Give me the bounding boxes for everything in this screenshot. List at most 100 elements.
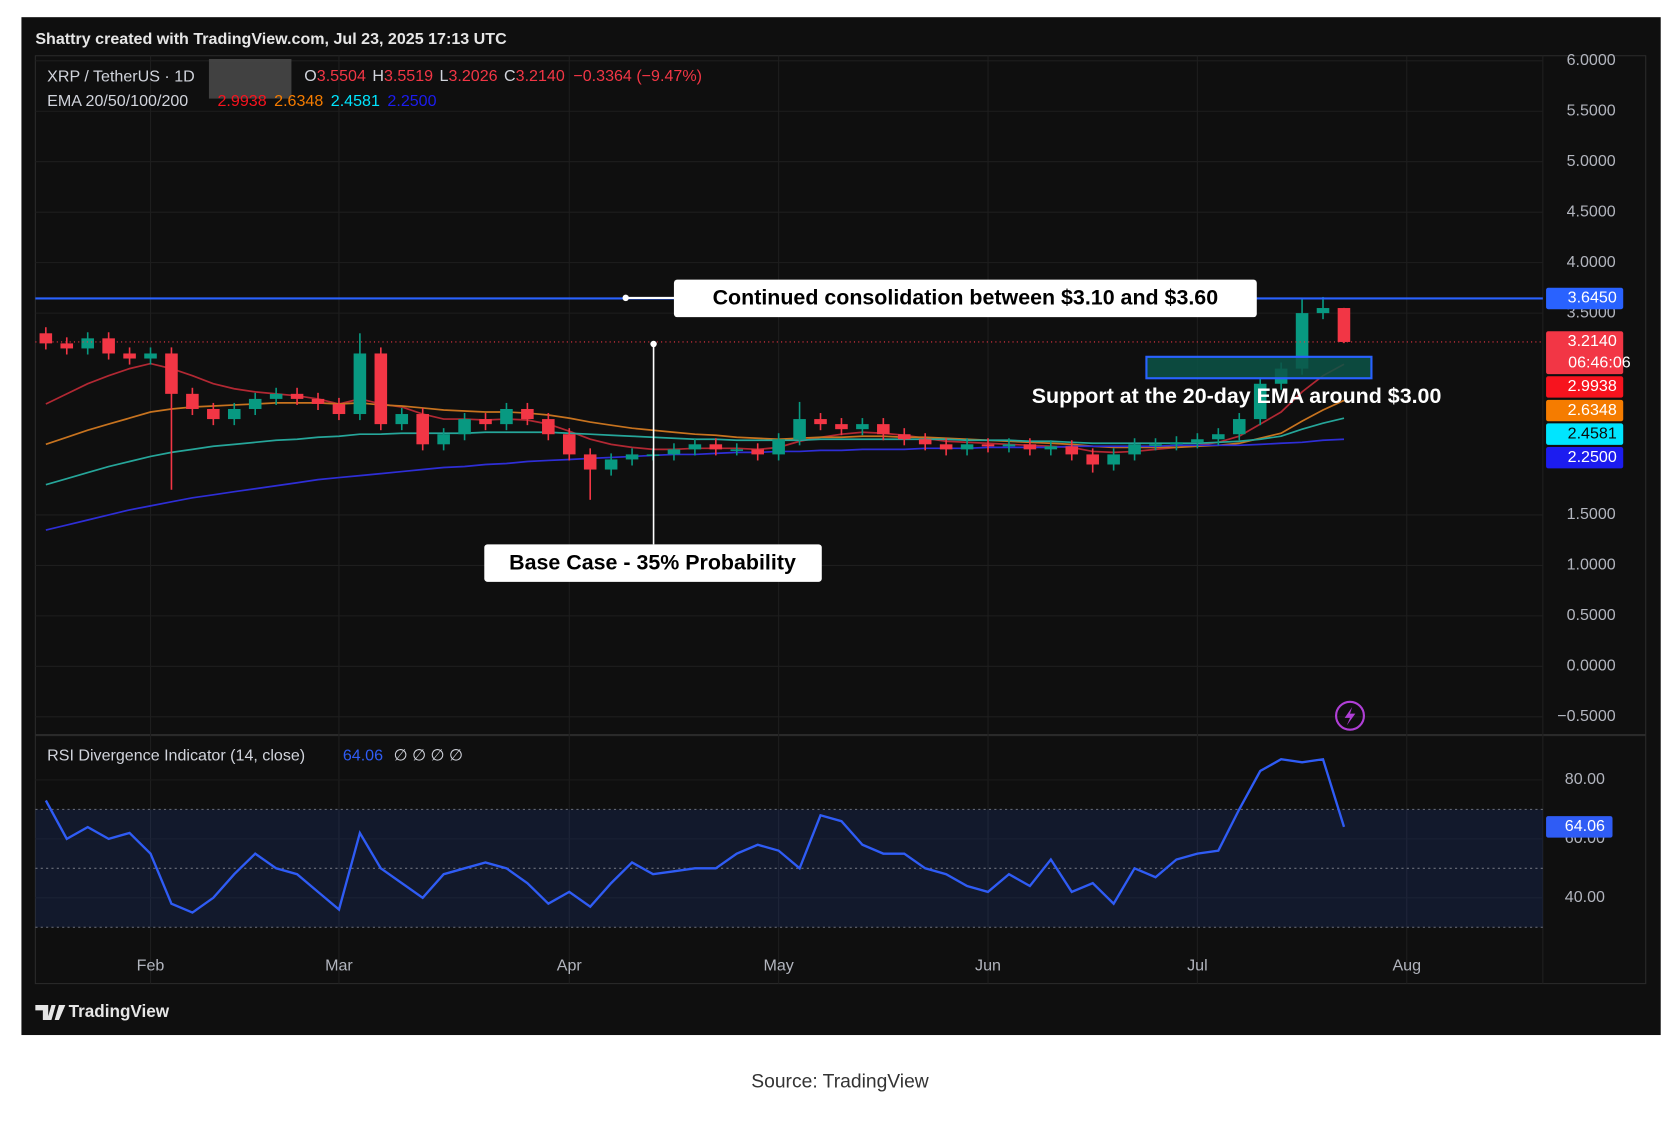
y-tick-label: 40.00 [1565,888,1605,906]
rsi-line [44,757,1346,914]
ohlc-value: 3.2026 [448,67,497,85]
price-label-box [1546,399,1624,422]
source: Source: TradingView [751,1071,929,1092]
candle-body [1337,308,1351,342]
ema-values: 2.9938 2.6348 2.4581 2.2500 [218,92,437,110]
candle-body [1065,446,1079,455]
marks [35,296,1543,928]
candle-body [60,343,74,349]
candle-body [877,424,890,435]
candle-body [835,424,848,430]
candle-body [562,434,576,455]
candle-body [856,424,869,430]
candle-body [939,444,953,450]
candle-body [709,444,723,450]
candle-body [1086,454,1099,465]
candle-body [688,444,702,450]
candle-body [165,353,178,394]
candle-body [332,403,346,415]
candle-body [1128,444,1141,455]
rsi-legend: RSI Divergence Indicator (14, close) [47,747,305,765]
price-label-box [1546,423,1624,445]
ohlc-letter: O [304,67,317,85]
ohlc-letter: C [504,67,516,85]
y-tick-label: 5.0000 [1567,152,1616,170]
candle-body [1191,439,1204,443]
ohlc-letter: L [440,67,449,85]
candle-body [186,393,199,409]
y-tick-label: 0.5000 [1567,606,1616,624]
candle-body [374,353,388,425]
candle-body [1316,308,1330,314]
candle-body [897,434,911,440]
brand: TradingView [69,1001,170,1021]
x-tick-label: May [763,957,793,975]
candle-body [395,414,409,425]
price-label: 2.2500 [1568,448,1617,466]
ema-value: 2.4581 [331,92,380,110]
annotation: Base Case - 35% Probability [509,550,796,574]
candle-body [772,439,785,455]
candle-body [1295,313,1309,369]
candle-body [1002,444,1016,447]
chart-title: Shattry created with TradingView.com, Ju… [35,30,507,48]
candle-body [1107,454,1120,465]
candle-body [981,444,995,447]
ema-legend: EMA 20/50/100/200 [47,92,188,110]
price-label: 2.9938 [1568,377,1617,395]
x-tick-label: Apr [557,957,583,975]
candle-body [248,398,262,409]
price-label: 2.4581 [1568,424,1617,442]
change: −0.3364 (−9.47%) [573,67,702,85]
price-label-box [1546,331,1624,375]
candle-body [793,419,806,440]
candle-body [751,449,764,455]
ohlc-value: 3.2140 [516,67,565,85]
y-tick-label: 6.0000 [1567,51,1616,69]
candle-body [102,338,115,354]
callout-anchor [650,340,657,348]
candle-body [1253,383,1267,420]
rsi-value: 64.06 [343,747,383,765]
candle-body [604,459,618,470]
overlay: Continued consolidation between $3.10 an… [35,30,1631,1092]
callout-anchor [622,294,629,302]
y-tick-label: 1.0000 [1567,556,1616,574]
candle-body [269,393,283,399]
candle-body [667,449,681,455]
price-label-box [1546,376,1624,398]
ohlc-value: 3.5519 [384,67,433,85]
y-tick-label: 4.5000 [1567,202,1616,220]
alert-bolt [1344,707,1356,726]
countdown: 06:46:06 [1568,354,1631,372]
candle-body [625,454,639,460]
ema-value: 2.9938 [218,92,267,110]
x-tick-label: Feb [137,957,165,975]
ohlc-letter: H [372,67,384,85]
candle-body [583,454,597,470]
x-tick-label: Mar [325,957,353,975]
x-tick-label: Aug [1392,957,1421,975]
alert-icon[interactable] [1335,700,1365,731]
candle-body [416,414,429,445]
candle-body [290,393,304,399]
candle-body [730,449,744,451]
candle-body [1232,419,1246,435]
y-tick-label: 1.5000 [1567,505,1616,523]
y-tick-label: 0.0000 [1567,657,1616,675]
candle-body [1149,444,1162,446]
callout-box [484,544,822,582]
ema-value: 2.6348 [274,92,323,110]
y-tick-label: 80.00 [1565,770,1605,788]
rsi-values: 64.06 ∅ ∅ ∅ ∅ [343,747,463,765]
candle-body [353,353,367,415]
candle-body [479,419,492,425]
candle-body [81,338,94,349]
candle-body [1170,442,1183,445]
candle-body [918,439,932,445]
candle-body [1044,446,1058,450]
rsi-band [35,809,1543,928]
x-tick-label: Jun [975,957,1001,975]
candle-body [521,408,534,420]
